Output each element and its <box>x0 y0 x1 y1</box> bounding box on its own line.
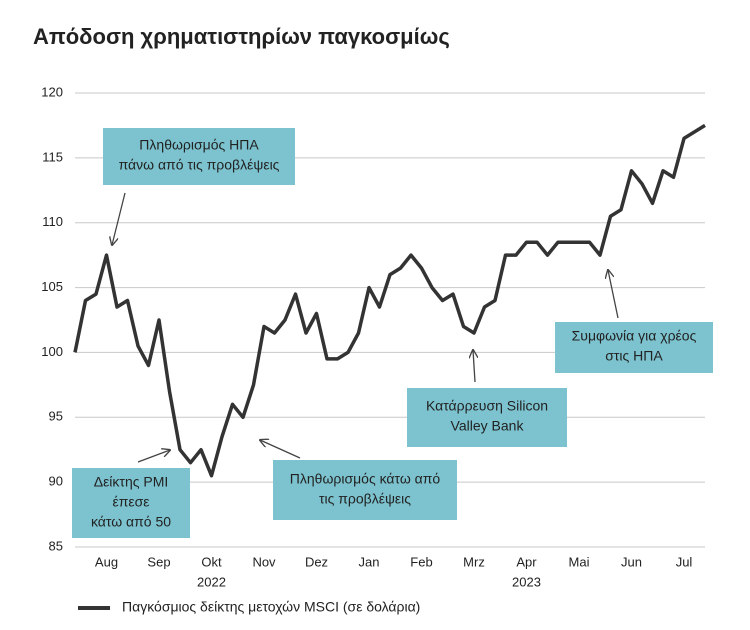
x-tick-label: Nov <box>252 554 276 569</box>
annotation-text: έπεσε <box>112 494 149 510</box>
annotation-text: κάτω από 50 <box>91 514 171 530</box>
x-tick-label: Apr <box>516 554 537 569</box>
y-tick-label: 115 <box>42 149 63 164</box>
arrow <box>608 270 619 319</box>
annotation-text: Κατάρρευση Silicon <box>426 398 548 414</box>
annotation-text: Δείκτης PMI <box>94 474 169 490</box>
x-tick-label: Feb <box>410 554 432 569</box>
y-tick-label: 85 <box>49 538 63 553</box>
arrow <box>260 440 301 459</box>
annotation-box <box>555 322 713 373</box>
x-tick-label: Sep <box>147 554 170 569</box>
x-tick-label: Jul <box>676 554 693 569</box>
legend-label: Παγκόσμιος δείκτης μετοχών MSCI (σε δολά… <box>122 599 420 615</box>
annotation-box <box>103 128 295 185</box>
annotation-text: Πληθωρισμός κάτω από <box>290 471 441 487</box>
year-label: 2022 <box>197 574 226 589</box>
y-tick-label: 110 <box>42 214 63 229</box>
x-tick-label: Okt <box>201 554 222 569</box>
annotation-text: Πληθωρισμός ΗΠΑ <box>139 137 259 153</box>
annotation-text: Valley Bank <box>451 418 525 434</box>
x-tick-label: Dez <box>305 554 328 569</box>
chart-title: Απόδοση χρηματιστηρίων παγκοσμίως <box>33 24 450 49</box>
x-tick-label: Jun <box>621 554 642 569</box>
y-tick-label: 90 <box>49 474 63 489</box>
y-tick-label: 120 <box>41 84 63 99</box>
arrow <box>473 350 475 383</box>
annotation-text: πάνω από τις προβλέψεις <box>119 157 280 173</box>
line-series <box>73 123 706 478</box>
arrow <box>112 192 126 245</box>
annotation-box <box>407 388 567 447</box>
y-tick-label: 100 <box>41 344 63 359</box>
annotation-text: στις ΗΠΑ <box>605 348 663 364</box>
year-label: 2023 <box>512 574 541 589</box>
x-tick-label: Mrz <box>463 554 485 569</box>
annotation-text: τις προβλέψεις <box>319 491 411 507</box>
annotations <box>72 128 713 538</box>
y-tick-label: 95 <box>49 409 63 424</box>
annotation-text: Συμφωνία για χρέος <box>572 328 697 344</box>
annotation-box <box>72 468 190 538</box>
x-tick-label: Mai <box>569 554 590 569</box>
arrow <box>137 450 170 463</box>
y-tick-label: 105 <box>41 279 63 294</box>
x-tick-label: Jan <box>359 554 380 569</box>
annotation-box <box>273 460 457 520</box>
x-tick-label: Aug <box>95 554 118 569</box>
